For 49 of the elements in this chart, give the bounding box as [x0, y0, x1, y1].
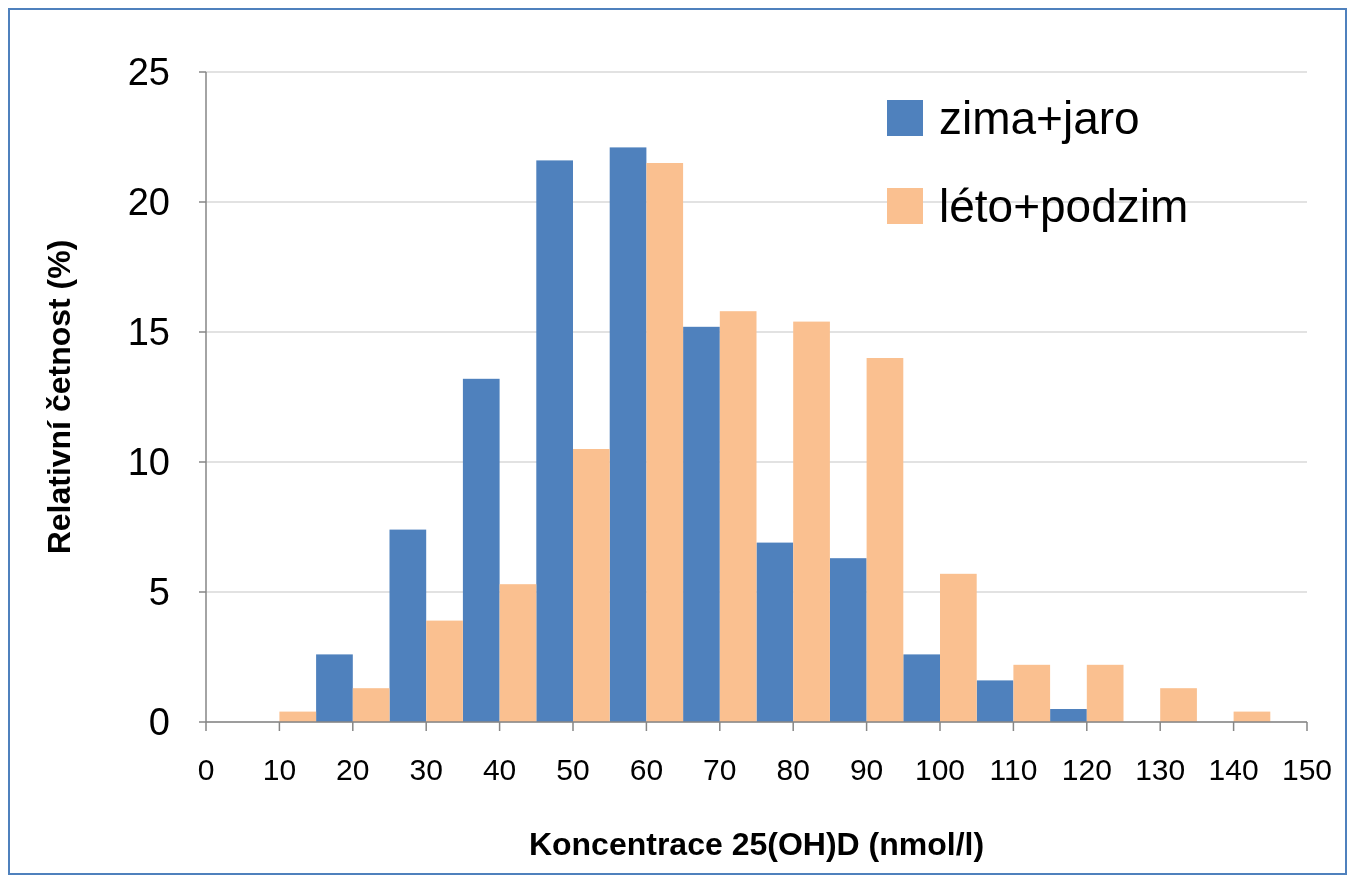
- x-tick-label: 120: [1061, 753, 1112, 786]
- bar: [426, 620, 463, 722]
- bar: [499, 584, 537, 722]
- bar: [462, 378, 500, 722]
- bar: [1050, 709, 1087, 722]
- bar: [866, 358, 904, 722]
- y-tick-label: 20: [127, 181, 170, 223]
- bar: [1086, 664, 1124, 722]
- bar: [316, 654, 353, 722]
- x-tick-label: 30: [409, 753, 443, 786]
- x-tick-label: 80: [776, 753, 810, 786]
- y-tick-label: 5: [148, 571, 170, 613]
- bar: [719, 311, 757, 722]
- x-tick-label: 140: [1208, 753, 1259, 786]
- bar: [976, 680, 1014, 722]
- bar: [609, 147, 647, 722]
- y-tick-label: 10: [127, 441, 170, 483]
- bar: [793, 321, 830, 722]
- bar: [1160, 688, 1197, 722]
- x-tick-label: 130: [1135, 753, 1186, 786]
- bar: [536, 160, 573, 722]
- legend-label: léto+podzim: [939, 180, 1189, 232]
- bar: [940, 573, 977, 722]
- x-tick-label: 0: [197, 753, 215, 786]
- bar: [756, 542, 794, 722]
- bar: [646, 163, 684, 722]
- bar: [352, 688, 390, 722]
- x-tick-label: 90: [849, 753, 884, 786]
- x-axis-title: Koncentrace 25(OH)D (nmol/l): [528, 826, 985, 862]
- x-tick-label: 10: [262, 753, 297, 786]
- x-tick-label: 100: [914, 753, 966, 786]
- bar: [683, 326, 720, 722]
- bar: [389, 529, 427, 722]
- legend-label: zima+jaro: [939, 92, 1140, 144]
- y-tick-label: 0: [148, 701, 170, 743]
- x-tick-label: 40: [482, 753, 517, 786]
- x-tick-label: 50: [556, 753, 590, 786]
- x-tick-label: 20: [336, 753, 370, 786]
- x-tick-label: 60: [629, 753, 664, 786]
- bar: [903, 654, 940, 722]
- x-tick-label: 110: [989, 753, 1038, 786]
- bar: [573, 449, 610, 722]
- x-tick-label: 150: [1281, 753, 1333, 786]
- bar: [1013, 664, 1051, 722]
- y-tick-label: 25: [127, 51, 170, 93]
- bar: [829, 558, 867, 722]
- x-tick-label: 70: [703, 753, 737, 786]
- y-tick-label: 15: [127, 311, 170, 353]
- y-axis-title: Relativní četnost (%): [41, 239, 77, 555]
